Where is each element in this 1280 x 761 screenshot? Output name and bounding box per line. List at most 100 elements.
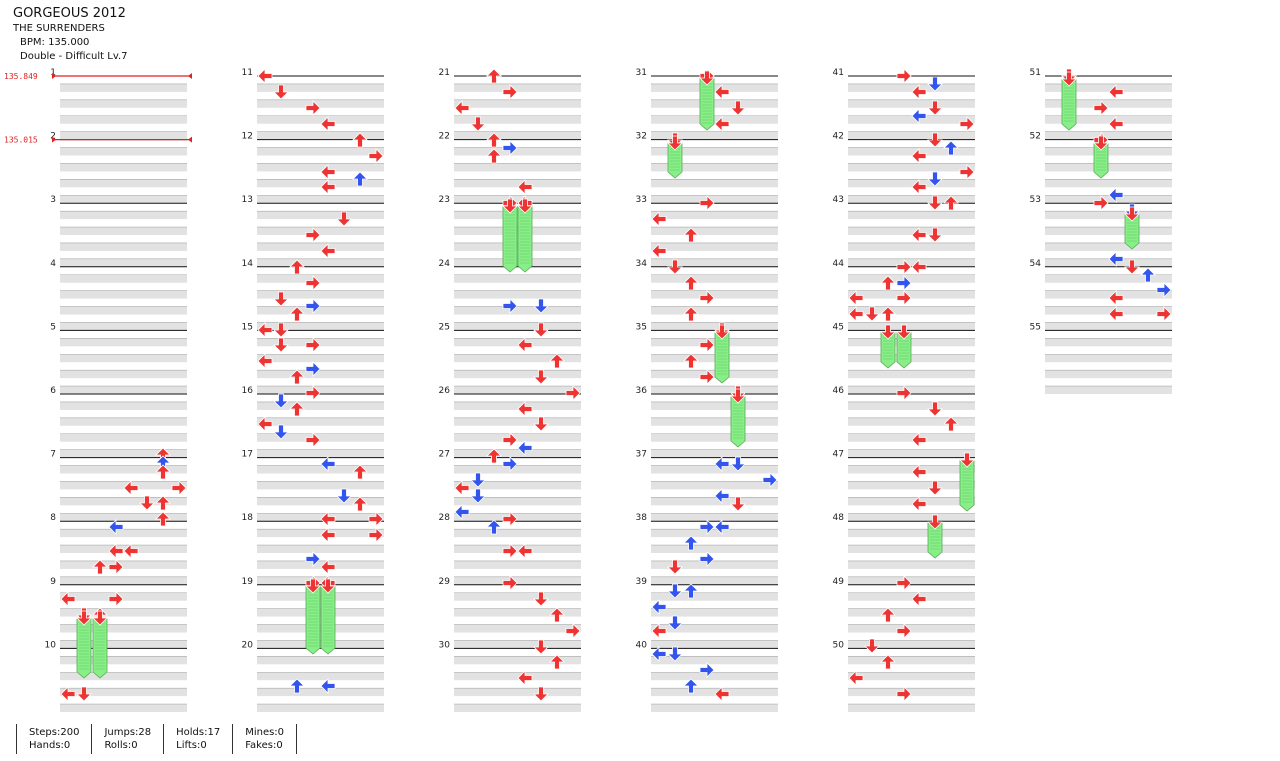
- beat-band: [257, 386, 384, 394]
- step-arrow-left: [911, 84, 927, 100]
- beat-band: [60, 592, 187, 601]
- beat-band: [257, 179, 384, 188]
- step-arrow-right: [502, 298, 518, 314]
- step-arrow-down: [533, 639, 549, 655]
- beat-band: [454, 115, 581, 124]
- beat-band: [651, 290, 778, 299]
- step-arrow-right: [305, 298, 321, 314]
- measure-48: 48: [833, 513, 975, 585]
- measure-number: 49: [833, 577, 845, 587]
- hold-note: [730, 395, 746, 448]
- beat-band: [848, 338, 975, 347]
- step-arrow-down: [730, 456, 746, 472]
- step-arrow-left: [517, 670, 533, 686]
- bpm-marker-right: [188, 73, 192, 79]
- measure-number: 24: [439, 259, 451, 269]
- measure-19: 19: [242, 577, 384, 649]
- measure-18: 18: [242, 513, 384, 585]
- measure-number: 10: [45, 640, 57, 650]
- beat-band: [60, 656, 187, 665]
- step-arrow-left: [60, 686, 76, 702]
- beat-band: [454, 497, 581, 506]
- measure-53: 53: [1030, 195, 1172, 267]
- beat-band: [651, 258, 778, 267]
- step-arrow-up: [352, 496, 368, 512]
- beat-band: [257, 433, 384, 442]
- step-arrow-down: [667, 259, 683, 275]
- step-arrow-right: [699, 519, 715, 535]
- measure-54: 54: [1030, 259, 1172, 331]
- step-arrow-down: [927, 171, 943, 187]
- stats-col-1: Steps:200 Hands:0: [16, 724, 91, 754]
- beat-band: [848, 258, 975, 267]
- step-arrow-up: [880, 607, 896, 623]
- step-arrow-right: [959, 116, 975, 132]
- step-arrow-down: [714, 324, 730, 340]
- beat-band: [60, 290, 187, 299]
- beat-band: [257, 592, 384, 601]
- beat-band: [651, 592, 778, 601]
- step-arrow-left: [911, 464, 927, 480]
- step-arrow-down: [76, 610, 92, 626]
- beat-band: [454, 417, 581, 426]
- bpm-change-label: 135.015: [4, 136, 38, 145]
- step-arrow-right: [565, 623, 581, 639]
- beat-band: [848, 386, 975, 394]
- beat-band: [651, 449, 778, 458]
- measure-number: 43: [833, 195, 844, 205]
- measure-number: 33: [636, 195, 647, 205]
- step-arrow-up: [289, 401, 305, 417]
- beat-band: [651, 545, 778, 553]
- beat-band: [848, 640, 975, 649]
- beat-band: [60, 370, 187, 379]
- step-arrow-right: [305, 385, 321, 401]
- beat-band: [454, 529, 581, 538]
- beat-band: [454, 688, 581, 697]
- measure-22: 22: [439, 132, 581, 204]
- beat-band: [651, 624, 778, 633]
- measure-number: 21: [439, 68, 450, 78]
- beat-band: [454, 242, 581, 251]
- step-arrow-up: [549, 607, 565, 623]
- step-arrow-right: [108, 559, 124, 575]
- step-arrow-up: [352, 171, 368, 187]
- measure-11: 11: [242, 68, 384, 140]
- step-arrow-down: [273, 84, 289, 100]
- beat-band: [848, 227, 975, 235]
- beat-band: [651, 608, 778, 617]
- step-arrow-down: [864, 306, 880, 322]
- beat-band: [1045, 227, 1172, 235]
- step-arrow-left: [320, 559, 336, 575]
- measure-55: 55: [1030, 322, 1172, 394]
- beat-band: [257, 338, 384, 347]
- beat-band: [60, 529, 187, 538]
- step-arrow-up: [486, 132, 502, 148]
- step-arrow-right: [305, 227, 321, 243]
- step-arrow-up: [289, 259, 305, 275]
- step-arrow-right: [699, 290, 715, 306]
- beat-band: [454, 290, 581, 299]
- step-arrow-down: [927, 76, 943, 92]
- beat-band: [60, 115, 187, 124]
- step-arrow-down: [273, 337, 289, 353]
- beat-band: [651, 401, 778, 410]
- stats-bar: Steps:200 Hands:0 Jumps:28 Rolls:0 Holds…: [16, 724, 298, 754]
- step-arrow-right: [959, 164, 975, 180]
- beat-band: [454, 624, 581, 633]
- beat-band: [60, 640, 187, 649]
- step-chart: 1234567891011121314151617181920212223242…: [4, 68, 1172, 712]
- beat-band: [1045, 370, 1172, 379]
- step-arrow-left: [454, 480, 470, 496]
- measure-1: 1: [50, 68, 187, 140]
- beat-band: [651, 227, 778, 235]
- beat-band: [454, 147, 581, 156]
- beat-band: [60, 354, 187, 363]
- measure-number: 17: [242, 450, 253, 460]
- beat-band: [454, 513, 581, 522]
- step-arrow-down: [927, 227, 943, 243]
- step-arrow-down: [1093, 135, 1109, 151]
- step-arrow-down: [336, 488, 352, 504]
- step-arrow-up: [683, 306, 699, 322]
- step-arrow-right: [502, 456, 518, 472]
- step-arrow-down: [959, 452, 975, 468]
